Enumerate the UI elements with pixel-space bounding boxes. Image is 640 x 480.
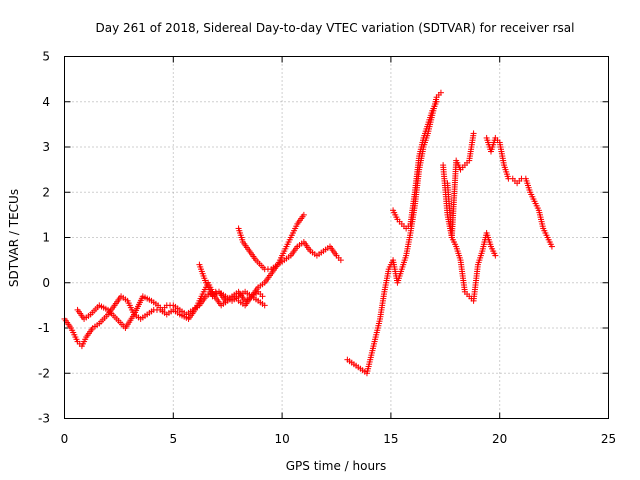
x-tick-label: 0 xyxy=(61,432,69,446)
data-point xyxy=(300,211,307,218)
grid xyxy=(64,56,609,419)
data-point xyxy=(492,252,499,259)
y-axis-label: SDTVAR / TECUs xyxy=(7,189,21,287)
y-tick-label: -3 xyxy=(38,412,50,426)
y-tick-label: 5 xyxy=(42,50,50,64)
x-tick-label: 15 xyxy=(383,432,398,446)
x-tick-labels: 0 5 10 15 20 25 xyxy=(61,432,616,446)
data-point xyxy=(259,293,266,300)
y-tick-label: -1 xyxy=(38,321,50,335)
data-point xyxy=(337,257,344,264)
y-tick-label: 0 xyxy=(42,276,50,290)
y-tick-labels: -3 -2 -1 0 1 2 3 4 5 xyxy=(38,50,50,426)
data-points xyxy=(61,89,555,377)
y-tick-label: 2 xyxy=(42,185,50,199)
chart-title: Day 261 of 2018, Sidereal Day-to-day VTE… xyxy=(96,21,575,35)
y-tick-label: 4 xyxy=(42,95,50,109)
y-tick-label: -2 xyxy=(38,366,50,380)
data-point xyxy=(433,98,440,105)
data-point xyxy=(548,243,555,250)
data-point xyxy=(261,302,268,309)
y-tick-label: 1 xyxy=(42,231,50,245)
x-tick-label: 25 xyxy=(601,432,616,446)
data-point xyxy=(470,130,477,137)
plot-frame xyxy=(64,56,609,419)
x-tick-label: 5 xyxy=(169,432,177,446)
y-tick-label: 3 xyxy=(42,140,50,154)
x-tick-label: 20 xyxy=(492,432,507,446)
x-tick-label: 10 xyxy=(274,432,289,446)
data-point xyxy=(437,89,444,96)
x-axis-label: GPS time / hours xyxy=(286,459,387,473)
